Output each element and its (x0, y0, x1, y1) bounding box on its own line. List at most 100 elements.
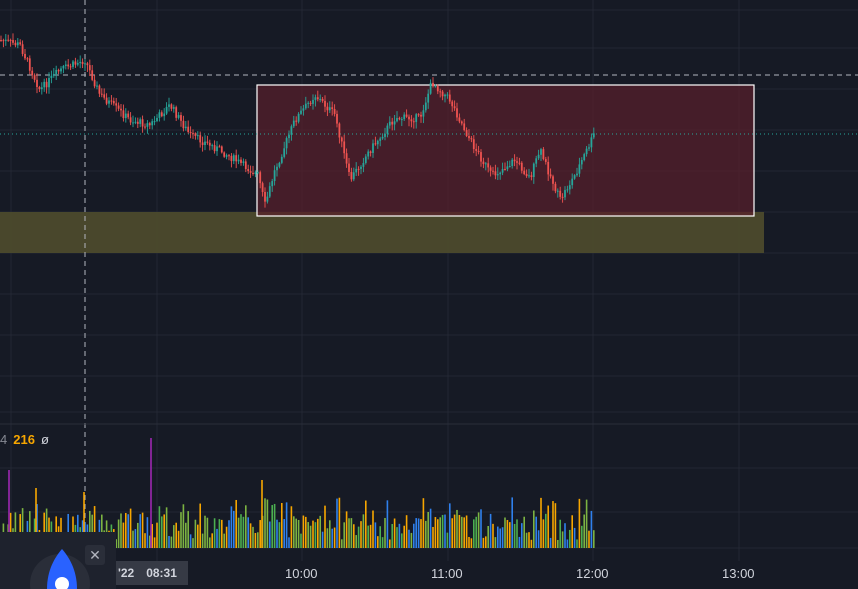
candle-body (14, 42, 17, 46)
volume-bar (554, 503, 557, 548)
volume-bar (206, 517, 209, 548)
candle-body (460, 121, 463, 124)
candle-body (388, 121, 391, 126)
candle-body (304, 103, 307, 109)
volume-bar (254, 532, 257, 548)
candle-body (196, 135, 199, 137)
volume-bar (343, 522, 345, 548)
logo-popup[interactable] (0, 532, 116, 589)
candle-body (12, 40, 14, 43)
volume-bar (204, 515, 206, 548)
candle-body (384, 133, 386, 137)
candle-body (369, 151, 372, 153)
candle-body (223, 152, 226, 157)
volume-bar (482, 537, 485, 548)
candle-body (494, 171, 497, 176)
candle-body (511, 159, 514, 166)
candle-body (31, 70, 34, 76)
volume-bar (429, 508, 432, 548)
volume-bar (278, 522, 281, 548)
candle-body (513, 159, 516, 162)
candle-body (55, 69, 58, 75)
candle-body (535, 158, 538, 164)
candle-body (381, 136, 384, 139)
volume-bar (355, 535, 357, 548)
volume-bar (487, 526, 489, 548)
candle-body (295, 120, 298, 122)
volume-bar (410, 532, 413, 548)
candle-body (208, 142, 211, 146)
volume-bar (391, 523, 393, 548)
volume-bar (504, 517, 506, 548)
candle-body (288, 134, 290, 139)
candle-body (199, 135, 202, 143)
candle-body (206, 141, 209, 143)
candle-body (444, 94, 446, 97)
candle-body (326, 106, 329, 111)
candle-body (24, 53, 26, 59)
volume-bar (345, 511, 348, 548)
candle-body (568, 185, 571, 190)
candle-body (151, 121, 154, 126)
volume-bar (585, 499, 588, 548)
candle-body (456, 108, 458, 118)
candle-body (501, 168, 504, 173)
candle-body (410, 119, 413, 122)
volume-bar (377, 536, 379, 548)
candle-body (307, 102, 310, 104)
visibility-icon[interactable]: ø (40, 432, 49, 447)
candle-body (79, 61, 82, 64)
volume-bar (353, 524, 355, 548)
candle-body (554, 183, 557, 192)
candle-body (374, 143, 377, 145)
candle-body (576, 173, 578, 176)
volume-bar (540, 497, 542, 548)
candle-body (177, 115, 180, 118)
candle-body (216, 146, 218, 152)
candle-body (254, 172, 257, 175)
volume-bar (492, 523, 494, 548)
volume-bar (427, 511, 429, 548)
volume-bar (583, 514, 585, 548)
volume-bar (477, 512, 480, 548)
volume-bar (189, 534, 192, 548)
volume-bar (506, 519, 509, 548)
candle-body (314, 97, 317, 100)
volume-bar (237, 517, 240, 548)
volume-bar (463, 517, 465, 548)
candle-body (168, 104, 170, 107)
volume-bar (434, 517, 437, 548)
volume-bar (413, 523, 415, 548)
close-icon[interactable]: ✕ (85, 545, 105, 565)
candle-body (496, 174, 499, 176)
volume-bar (221, 519, 223, 548)
candle-body (549, 174, 552, 177)
volume-bar (19, 514, 21, 548)
volume-bar (341, 539, 343, 548)
candle-body (276, 166, 278, 171)
volume-bar (528, 532, 530, 548)
candle-body (331, 107, 334, 109)
volume-legend-value: 216 (13, 432, 35, 447)
range-box[interactable] (256, 84, 755, 217)
candle-body (112, 100, 115, 104)
volume-bar (590, 510, 593, 548)
candle-body (499, 172, 502, 175)
volume-bar (182, 504, 185, 548)
volume-bar (187, 511, 189, 548)
volume-bar (576, 539, 578, 548)
volume-bar (180, 512, 182, 548)
candle-body (2, 40, 5, 42)
volume-bar (405, 515, 408, 548)
volume-bar (266, 499, 269, 548)
candle-body (523, 170, 526, 175)
candle-body (120, 108, 122, 111)
candle-body (592, 133, 595, 138)
volume-bar (331, 528, 333, 548)
x-tick-label: 12:00 (576, 566, 609, 581)
candle-body (338, 123, 341, 138)
candle-body (93, 79, 96, 87)
volume-bar (271, 505, 273, 548)
volume-bar (290, 506, 293, 548)
